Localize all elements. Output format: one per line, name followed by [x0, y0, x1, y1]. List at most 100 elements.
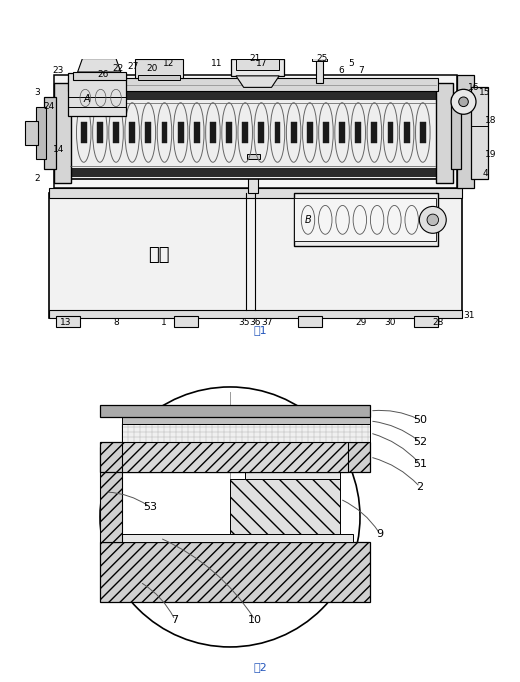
Text: 13: 13: [60, 318, 72, 327]
Text: 图2: 图2: [253, 662, 267, 672]
Bar: [291, 122, 296, 143]
Text: 30: 30: [384, 318, 395, 327]
Bar: [413, 316, 438, 327]
Bar: [81, 122, 87, 143]
Bar: [323, 122, 329, 143]
Text: 9: 9: [376, 529, 384, 539]
Bar: [307, 122, 313, 143]
Circle shape: [427, 214, 438, 226]
Bar: [355, 122, 361, 143]
Bar: [44, 97, 56, 169]
Bar: [54, 75, 457, 188]
Bar: [298, 316, 322, 327]
Bar: [138, 75, 180, 80]
Polygon shape: [236, 76, 279, 87]
Text: 17: 17: [256, 59, 268, 68]
Bar: [146, 122, 151, 143]
Text: 图1: 图1: [253, 325, 267, 335]
Bar: [118, 534, 353, 542]
Text: 52: 52: [413, 437, 427, 447]
Bar: [457, 75, 474, 188]
Bar: [49, 310, 462, 318]
Bar: [174, 316, 198, 327]
Bar: [68, 91, 438, 99]
Bar: [100, 405, 370, 417]
Bar: [129, 122, 135, 143]
Bar: [371, 122, 377, 143]
Bar: [451, 97, 461, 169]
Text: 2: 2: [34, 174, 40, 183]
Text: 53: 53: [143, 502, 157, 512]
Bar: [57, 316, 81, 327]
Text: 27: 27: [127, 62, 139, 71]
Bar: [230, 479, 340, 534]
Bar: [122, 417, 370, 424]
Text: 20: 20: [147, 63, 158, 73]
Bar: [68, 168, 438, 176]
Text: 4: 4: [483, 169, 488, 178]
Text: 31: 31: [463, 312, 475, 321]
Bar: [122, 424, 370, 442]
Bar: [294, 198, 436, 241]
Text: 36: 36: [250, 318, 261, 327]
Text: 35: 35: [238, 318, 250, 327]
Text: 3: 3: [34, 88, 40, 97]
Bar: [162, 122, 167, 143]
Bar: [122, 424, 370, 442]
Bar: [210, 122, 216, 143]
Bar: [316, 59, 323, 83]
Bar: [100, 447, 122, 542]
Bar: [113, 122, 119, 143]
Text: 37: 37: [261, 318, 272, 327]
Bar: [404, 122, 410, 143]
Bar: [294, 193, 438, 246]
Text: 19: 19: [485, 150, 496, 159]
Bar: [312, 56, 327, 61]
Text: 7: 7: [358, 65, 363, 74]
Bar: [194, 122, 200, 143]
Bar: [245, 459, 340, 479]
Bar: [68, 73, 126, 116]
Bar: [25, 121, 38, 145]
Bar: [54, 83, 71, 183]
Text: 水箱: 水箱: [148, 246, 170, 265]
Text: 10: 10: [248, 615, 262, 625]
Bar: [73, 72, 126, 80]
Text: 51: 51: [413, 459, 427, 469]
Bar: [68, 87, 438, 179]
Bar: [275, 122, 280, 143]
Text: 14: 14: [53, 145, 64, 154]
Text: 2: 2: [417, 482, 424, 492]
Text: 29: 29: [355, 318, 367, 327]
Bar: [339, 122, 345, 143]
Text: 24: 24: [43, 102, 55, 111]
Text: 16: 16: [469, 83, 480, 92]
Bar: [49, 188, 462, 198]
Bar: [236, 59, 279, 70]
Bar: [436, 83, 453, 183]
Text: 50: 50: [413, 415, 427, 425]
Bar: [471, 87, 488, 179]
Bar: [420, 122, 426, 143]
Bar: [258, 122, 264, 143]
Text: 18: 18: [485, 117, 496, 125]
Bar: [135, 59, 183, 78]
Text: 21: 21: [250, 54, 261, 63]
Text: 1: 1: [161, 318, 167, 327]
Text: 12: 12: [163, 59, 175, 68]
Bar: [249, 155, 258, 193]
Bar: [100, 442, 370, 472]
Bar: [387, 122, 394, 143]
Text: 11: 11: [211, 59, 223, 68]
Text: 22: 22: [112, 63, 124, 73]
Circle shape: [100, 387, 360, 647]
Circle shape: [459, 97, 469, 106]
Bar: [100, 542, 370, 602]
Text: 5: 5: [348, 59, 354, 68]
Bar: [178, 122, 184, 143]
Bar: [68, 78, 438, 91]
Polygon shape: [77, 59, 121, 72]
Circle shape: [451, 89, 476, 115]
Text: 28: 28: [432, 318, 443, 327]
Bar: [36, 106, 46, 160]
